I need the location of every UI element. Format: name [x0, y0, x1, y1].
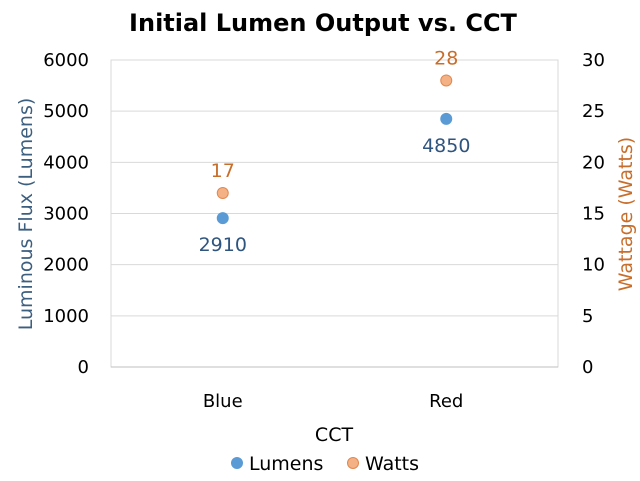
- right-axis-ticks: 0 5 10 15 20 25 30: [582, 50, 605, 378]
- right-tick-label: 15: [582, 204, 605, 225]
- data-label-lumens: 4850: [422, 135, 470, 157]
- left-tick-label: 4000: [43, 152, 89, 173]
- legend: Lumens Watts: [231, 453, 419, 475]
- data-point-lumens: [440, 112, 453, 125]
- left-tick-label: 1000: [43, 306, 89, 327]
- data-point-lumens: [216, 212, 229, 225]
- left-tick-label: 5000: [43, 101, 89, 122]
- x-tick-label: Red: [429, 391, 463, 412]
- data-label-watts: 17: [211, 160, 235, 182]
- legend-label-lumens: Lumens: [249, 453, 323, 475]
- data-label-lumens: 2910: [199, 234, 247, 256]
- left-tick-label: 0: [78, 357, 89, 378]
- right-tick-label: 30: [582, 50, 605, 71]
- data-label-watts: 28: [434, 47, 458, 69]
- chart-marks: 2910 4850 17 28: [199, 47, 471, 256]
- left-tick-label: 6000: [43, 50, 89, 71]
- legend-label-watts: Watts: [365, 453, 419, 475]
- left-tick-label: 3000: [43, 204, 89, 225]
- right-tick-label: 5: [582, 306, 593, 327]
- y-axis-title: Luminous Flux (Lumens): [15, 98, 37, 331]
- legend-marker-lumens: [231, 457, 243, 469]
- right-tick-label: 10: [582, 255, 605, 276]
- x-tick-label: Blue: [203, 391, 243, 412]
- left-axis-ticks: 0 1000 2000 3000 4000 5000 6000: [43, 50, 89, 378]
- data-point-watts: [216, 187, 229, 200]
- left-tick-label: 2000: [43, 255, 89, 276]
- x-axis-ticks: Blue Red: [203, 391, 464, 412]
- x-axis-title: CCT: [315, 424, 354, 446]
- right-tick-label: 20: [582, 152, 605, 173]
- y2-axis-title: Wattage (Watts): [615, 137, 637, 291]
- right-tick-label: 25: [582, 101, 605, 122]
- data-point-watts: [440, 74, 453, 87]
- right-tick-label: 0: [582, 357, 593, 378]
- plot-area: [110, 59, 559, 368]
- chart-title: Initial Lumen Output vs. CCT: [129, 9, 518, 37]
- legend-marker-watts: [347, 457, 359, 469]
